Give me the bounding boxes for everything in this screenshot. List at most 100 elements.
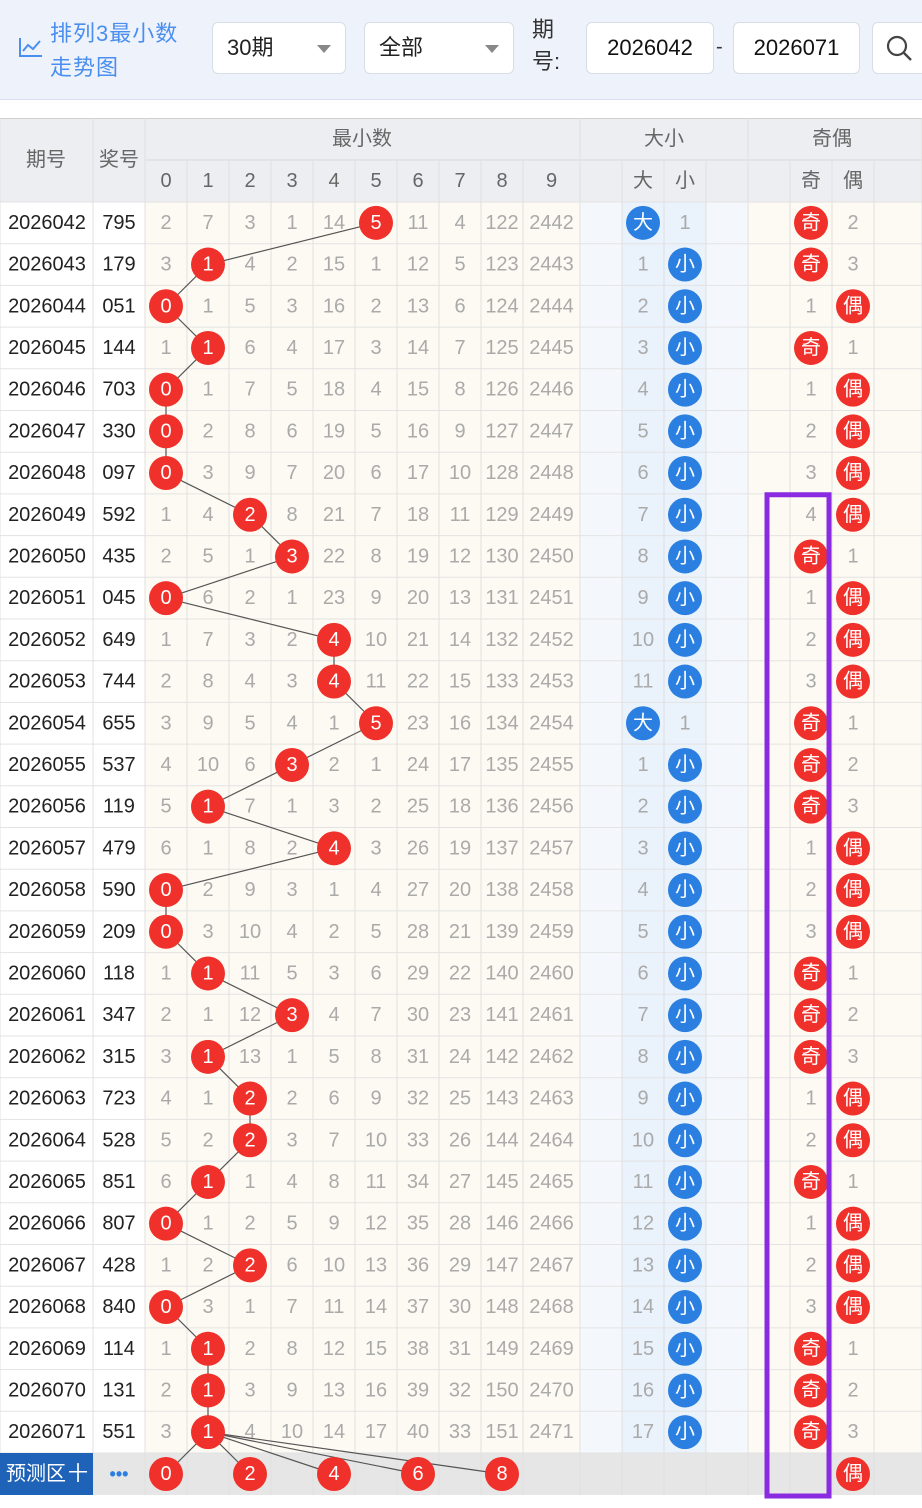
min-digit-ball: 0 [149,1290,183,1325]
miss-count: 6 [160,837,171,859]
miss-count: 1 [847,1338,858,1360]
miss-count: 13 [449,587,471,609]
type-select[interactable]: 全部 [364,22,514,74]
min-digit-ball-label: 1 [202,254,213,276]
issue-cell: 2026055 [8,754,86,776]
predict-even-ball[interactable]: 偶 [836,1457,870,1491]
odd-ball: 奇 [794,1415,828,1450]
miss-count: 1 [805,1213,816,1235]
miss-count: 6 [286,1254,297,1276]
odd-ball-label: 奇 [801,253,821,276]
predict-ball[interactable]: 6 [401,1457,435,1491]
miss-count: 6 [454,295,465,317]
issue-cell: 2026049 [8,504,86,526]
miss-count: 30 [449,1296,471,1318]
search-button[interactable] [872,22,922,74]
period-select[interactable]: 30期 [212,22,346,74]
small-ball: 小 [668,1248,702,1283]
miss-count: 150 [485,1379,518,1401]
predict-area-button[interactable]: 预测区十 [0,1453,93,1495]
miss-count: 20 [323,462,345,484]
min-digit-ball-label: 4 [328,837,339,859]
min-digit-ball-label: 0 [160,879,171,901]
number-cell: 209 [102,921,135,943]
small-ball: 小 [668,664,702,699]
small-ball: 小 [668,873,702,908]
min-digit-ball: 1 [191,956,225,991]
miss-count: 6 [286,420,297,442]
small-ball-label: 小 [675,336,695,359]
end-issue-input[interactable]: 2026071 [733,22,860,74]
trend-line [165,597,335,641]
miss-count: 1 [805,837,816,859]
miss-count: 127 [485,420,518,442]
even-ball: 偶 [836,1248,870,1283]
small-ball: 小 [668,831,702,866]
miss-count: 5 [160,796,171,818]
even-ball: 偶 [836,456,870,491]
issue-cell: 2026067 [8,1254,86,1276]
miss-count: 1 [847,545,858,567]
min-digit-ball-label: 5 [370,712,381,734]
miss-count: 8 [454,379,465,401]
even-ball: 偶 [836,914,870,949]
small-ball: 小 [668,539,702,574]
miss-count: 10 [449,462,471,484]
issue-cell: 2026048 [8,462,86,484]
small-ball-label: 小 [675,461,695,484]
miss-count: 3 [847,254,858,276]
miss-count: 4 [160,1088,171,1110]
miss-count: 1 [805,295,816,317]
miss-count: 11 [366,671,387,693]
digit-header-8: 8 [496,170,507,192]
miss-count: 11 [633,1171,654,1193]
miss-count: 2 [805,420,816,442]
number-cell: 179 [102,254,135,276]
small-ball: 小 [668,789,702,824]
even-ball: 偶 [836,1123,870,1158]
odd-ball: 奇 [794,706,828,741]
digit-header-0: 0 [160,170,171,192]
issue-cell: 2026059 [8,921,86,943]
min-digit-ball-label: 1 [202,1379,213,1401]
predict-ball[interactable]: 0 [149,1457,183,1491]
miss-count: 17 [449,754,471,776]
miss-count: 11 [366,1171,387,1193]
min-digit-ball-label: 2 [244,1088,255,1110]
small-ball-label: 小 [675,544,695,567]
miss-count: 8 [286,504,297,526]
miss-count: 1 [328,712,339,734]
miss-count: 3 [847,1046,858,1068]
predict-ball[interactable]: 8 [485,1457,519,1491]
miss-count: 8 [637,1046,648,1068]
miss-count: 2 [286,254,297,276]
odd-ball: 奇 [794,1373,828,1408]
miss-count: 133 [485,671,518,693]
miss-count: 1 [847,712,858,734]
even-ball: 偶 [836,664,870,699]
miss-count: 13 [632,1254,654,1276]
more-options-button[interactable]: ••• [110,1464,129,1484]
miss-count: 2444 [529,295,574,317]
toolbar: 排列3最小数 走势图 30期 全部 期号: 2026042 - 2026071 [0,0,922,100]
predict-ball[interactable]: 4 [317,1457,351,1491]
miss-count: 33 [449,1421,471,1443]
min-digit-ball: 2 [233,1248,267,1283]
miss-count: 3 [244,1379,255,1401]
miss-count: 5 [286,962,297,984]
miss-count: 7 [637,504,648,526]
miss-count: 130 [485,545,518,567]
miss-count: 6 [160,1171,171,1193]
issue-cell: 2026061 [8,1004,86,1026]
predict-ball[interactable]: 2 [233,1457,267,1491]
miss-count: 2 [160,1379,171,1401]
start-issue-input[interactable]: 2026042 [586,22,714,74]
miss-count: 27 [407,879,429,901]
miss-count: 15 [449,671,471,693]
number-cell: 592 [102,504,135,526]
more-icon: ••• [110,1464,129,1484]
miss-count: 13 [323,1379,345,1401]
miss-count: 3 [244,212,255,234]
miss-count: 4 [244,1421,255,1443]
miss-count: 33 [407,1129,429,1151]
